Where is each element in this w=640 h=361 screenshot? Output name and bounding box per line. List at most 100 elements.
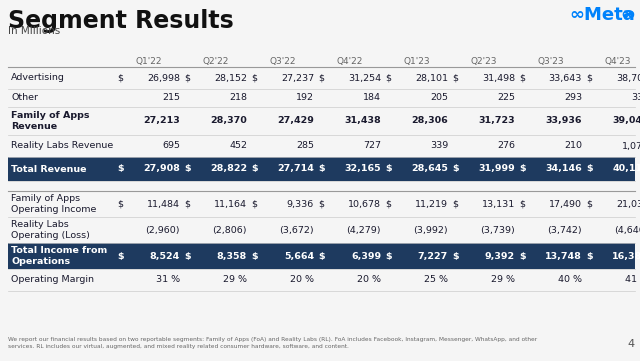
Text: 6,399: 6,399 <box>351 252 381 261</box>
Text: 11,164: 11,164 <box>214 200 247 209</box>
Text: Q4'23: Q4'23 <box>604 57 631 66</box>
Text: $: $ <box>117 252 124 261</box>
Text: 276: 276 <box>497 142 515 151</box>
Text: 28,822: 28,822 <box>210 165 247 174</box>
Text: $: $ <box>519 74 525 83</box>
Text: 285: 285 <box>296 142 314 151</box>
Text: 31,723: 31,723 <box>478 117 515 126</box>
Text: 27,237: 27,237 <box>281 74 314 83</box>
Text: We report our financial results based on two reportable segments: Family of Apps: We report our financial results based on… <box>8 337 537 342</box>
Text: $: $ <box>318 252 324 261</box>
Text: $: $ <box>318 165 324 174</box>
Text: 9,392: 9,392 <box>485 252 515 261</box>
Text: Q3'23: Q3'23 <box>537 57 564 66</box>
Text: 210: 210 <box>564 142 582 151</box>
Text: $: $ <box>251 252 258 261</box>
Text: Operating Margin: Operating Margin <box>11 275 94 284</box>
Text: $: $ <box>385 252 392 261</box>
Text: ∞: ∞ <box>620 6 635 24</box>
Text: 334: 334 <box>631 93 640 103</box>
Text: $: $ <box>586 165 593 174</box>
Text: 184: 184 <box>363 93 381 103</box>
Text: 17,490: 17,490 <box>549 200 582 209</box>
Text: 28,152: 28,152 <box>214 74 247 83</box>
Text: 26,998: 26,998 <box>147 74 180 83</box>
Bar <box>8 157 635 181</box>
Text: $: $ <box>586 200 592 209</box>
Text: 339: 339 <box>429 142 448 151</box>
Text: $: $ <box>184 165 191 174</box>
Text: $: $ <box>385 74 391 83</box>
Text: 40,111: 40,111 <box>612 165 640 174</box>
Text: $: $ <box>385 200 391 209</box>
Text: 205: 205 <box>430 93 448 103</box>
Text: (3,992): (3,992) <box>413 226 448 235</box>
Text: $: $ <box>452 252 459 261</box>
Text: 9,336: 9,336 <box>287 200 314 209</box>
Text: Q2'22: Q2'22 <box>202 57 228 66</box>
Text: 25 %: 25 % <box>424 275 448 284</box>
Text: 28,370: 28,370 <box>211 117 247 126</box>
Text: $: $ <box>117 74 123 83</box>
Text: 31,498: 31,498 <box>482 74 515 83</box>
Text: (3,672): (3,672) <box>280 226 314 235</box>
Text: 27,213: 27,213 <box>143 117 180 126</box>
Text: ∞Meta: ∞Meta <box>569 6 635 24</box>
Text: (4,279): (4,279) <box>346 226 381 235</box>
Text: 31,999: 31,999 <box>478 165 515 174</box>
Text: 727: 727 <box>363 142 381 151</box>
Text: 32,165: 32,165 <box>344 165 381 174</box>
Text: (3,739): (3,739) <box>480 226 515 235</box>
Text: 13,748: 13,748 <box>545 252 582 261</box>
Text: 21,030: 21,030 <box>616 200 640 209</box>
Text: 31,438: 31,438 <box>344 117 381 126</box>
Text: 33,643: 33,643 <box>548 74 582 83</box>
Text: 20 %: 20 % <box>290 275 314 284</box>
Text: 218: 218 <box>229 93 247 103</box>
Text: 8,524: 8,524 <box>150 252 180 261</box>
Text: Total Income from
Operations: Total Income from Operations <box>11 246 108 266</box>
Text: 33,936: 33,936 <box>545 117 582 126</box>
Text: $: $ <box>318 200 324 209</box>
Text: $: $ <box>318 74 324 83</box>
Text: $: $ <box>117 165 124 174</box>
Text: Q1'23: Q1'23 <box>403 57 430 66</box>
Text: 27,429: 27,429 <box>277 117 314 126</box>
Text: 28,645: 28,645 <box>411 165 448 174</box>
Text: 11,219: 11,219 <box>415 200 448 209</box>
Text: Total Revenue: Total Revenue <box>11 165 86 174</box>
Text: $: $ <box>385 165 392 174</box>
Bar <box>8 243 635 269</box>
Text: 4: 4 <box>628 339 635 349</box>
Text: $: $ <box>519 252 525 261</box>
Text: 215: 215 <box>162 93 180 103</box>
Text: $: $ <box>452 200 458 209</box>
Text: 38,706: 38,706 <box>616 74 640 83</box>
Text: $: $ <box>251 165 258 174</box>
Text: 41 %: 41 % <box>625 275 640 284</box>
Text: 695: 695 <box>162 142 180 151</box>
Text: Q4'22: Q4'22 <box>336 57 363 66</box>
Text: 5,664: 5,664 <box>284 252 314 261</box>
Text: 452: 452 <box>229 142 247 151</box>
Text: $: $ <box>117 200 123 209</box>
Text: 10,678: 10,678 <box>348 200 381 209</box>
Text: $: $ <box>586 74 592 83</box>
Text: $: $ <box>452 74 458 83</box>
Text: $: $ <box>184 74 190 83</box>
Text: Q2'23: Q2'23 <box>470 57 497 66</box>
Text: 40 %: 40 % <box>558 275 582 284</box>
Text: 31 %: 31 % <box>156 275 180 284</box>
Text: (2,960): (2,960) <box>145 226 180 235</box>
Text: Q1'22: Q1'22 <box>135 57 162 66</box>
Text: Reality Labs
Operating (Loss): Reality Labs Operating (Loss) <box>11 220 90 240</box>
Text: 28,101: 28,101 <box>415 74 448 83</box>
Text: $: $ <box>586 252 593 261</box>
Text: 29 %: 29 % <box>491 275 515 284</box>
Text: $: $ <box>519 165 525 174</box>
Text: Reality Labs Revenue: Reality Labs Revenue <box>11 142 113 151</box>
Text: Family of Apps
Revenue: Family of Apps Revenue <box>11 111 90 131</box>
Text: $: $ <box>184 200 190 209</box>
Text: 13,131: 13,131 <box>482 200 515 209</box>
Text: 293: 293 <box>564 93 582 103</box>
